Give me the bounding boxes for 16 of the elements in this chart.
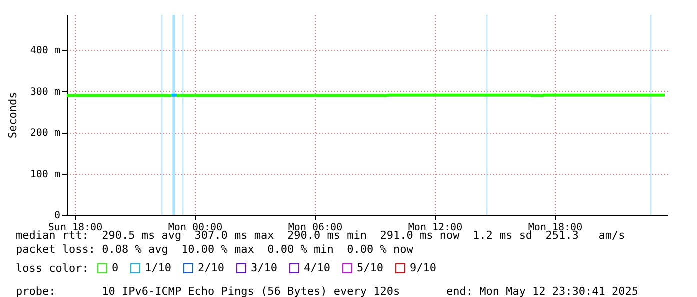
text: packet loss: 0.08 % avg 10.00 % max 0.00 % min 0.00 % now: [16, 243, 414, 256]
y-tick-label: 300 m: [30, 86, 60, 98]
y-tick-label: 100 m: [30, 169, 60, 180]
legend-label: 4/10: [304, 262, 330, 275]
legend-label: 1/10: [145, 262, 172, 275]
text: probe: 10 IPv6-ICMP Echo Pings (56 Bytes) every 120s end: Mon May 12 23:30:41 2025: [16, 285, 639, 297]
y-tick-label: 0: [54, 210, 60, 222]
legend-title: loss color:: [16, 262, 89, 275]
legend-label: 5/10: [357, 262, 384, 275]
legend-label: 0: [112, 262, 119, 275]
legend-label: 9/10: [410, 262, 436, 275]
legend-label: 3/10: [251, 262, 278, 275]
y-axis-title: Seconds: [6, 92, 20, 139]
y-tick-label: 400 m: [30, 46, 60, 57]
y-tick-label: 200 m: [30, 128, 60, 140]
legend-label: 2/10: [198, 262, 224, 275]
